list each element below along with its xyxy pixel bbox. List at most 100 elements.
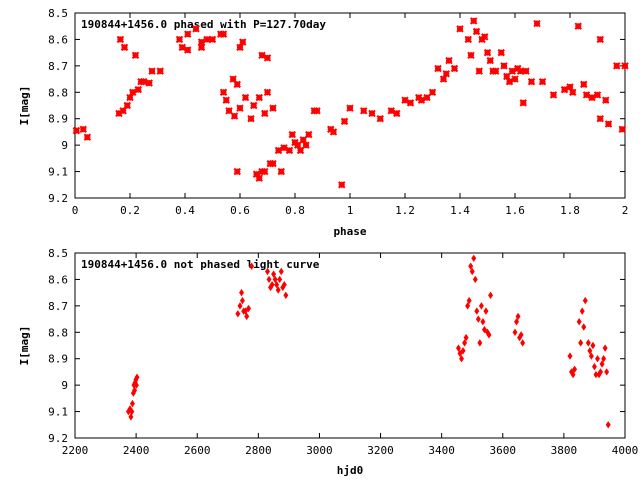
x-tick-label: 3800 [551, 444, 578, 457]
data-point [313, 107, 321, 115]
data-point [582, 91, 591, 99]
data-point [457, 349, 463, 358]
data-point [527, 78, 536, 86]
data-point [468, 262, 474, 270]
data-point [274, 280, 280, 289]
data-point [428, 88, 437, 96]
data-point [265, 267, 270, 276]
data-point [269, 280, 275, 289]
data-point [283, 291, 289, 300]
data-point [598, 368, 604, 376]
unphased-light-curve-plot: 2200 2400 2600 2800 3000 3200 3400 3600 3800 4000… [18, 247, 638, 477]
x-axis-label: phase [333, 225, 366, 238]
data-point [129, 399, 135, 408]
data-point [222, 96, 230, 104]
data-point [258, 51, 266, 59]
data-point [604, 120, 613, 128]
x-axis-label: hjd0 [337, 464, 364, 477]
data-point [123, 101, 131, 110]
data-point [519, 99, 527, 107]
data-point [469, 267, 475, 276]
y-tick-label: 9.2 [48, 192, 68, 205]
x-tick-label: 0.2 [120, 204, 140, 217]
data-point [464, 35, 472, 44]
y-axis-label: I[mag] [18, 86, 31, 126]
data-point [115, 109, 123, 118]
data-point [578, 339, 584, 347]
x-tick-label: 2600 [184, 444, 211, 457]
data-point [184, 30, 192, 38]
data-point [406, 99, 415, 107]
data-point [129, 407, 135, 416]
data-point [235, 310, 241, 318]
data-point [241, 93, 250, 102]
data-point [156, 67, 164, 75]
data-point [516, 67, 525, 75]
y-tick-label: 8.6 [48, 273, 68, 286]
data-point [281, 280, 287, 289]
x-tick-label: 2800 [245, 444, 272, 457]
data-point [368, 109, 376, 118]
data-point [133, 381, 139, 389]
data-point [459, 354, 465, 363]
data-point [305, 130, 313, 139]
data-point [581, 323, 587, 331]
data-point [387, 107, 395, 115]
data-point [401, 96, 409, 104]
data-point [466, 296, 472, 305]
y-tick-label: 9.1 [48, 406, 68, 419]
y-tick-label: 8.9 [48, 113, 68, 126]
data-point [488, 291, 494, 300]
data-point [119, 107, 127, 115]
data-point [346, 104, 354, 112]
data-point [618, 125, 626, 133]
data-point [566, 83, 574, 91]
data-point [229, 75, 237, 83]
data-point [230, 112, 239, 120]
plot-title: 190844+1456.0 phased with P=127.70day [81, 18, 326, 31]
data-point [480, 317, 486, 326]
data-point [252, 170, 261, 178]
data-point [471, 254, 477, 263]
y-tick-label: 8.9 [48, 353, 68, 366]
data-point [508, 67, 516, 75]
data-point [595, 354, 600, 363]
data-point [582, 296, 588, 305]
y-tick-label: 9.1 [48, 166, 68, 179]
data-point [505, 78, 514, 86]
data-point [128, 413, 134, 421]
data-point [574, 22, 582, 30]
data-point [520, 339, 526, 347]
data-point [465, 302, 471, 310]
data-point [296, 146, 305, 155]
data-point [277, 275, 283, 284]
data-point [477, 339, 483, 347]
data-point [255, 93, 263, 102]
data-point [275, 286, 281, 294]
data-point [129, 88, 137, 96]
data-point [340, 117, 349, 126]
data-point [219, 30, 228, 38]
x-tick-label: 1 [347, 204, 354, 217]
y-tick-label: 9 [61, 379, 68, 392]
data-point [263, 54, 272, 62]
data-point [175, 35, 184, 44]
data-point [475, 67, 483, 75]
x-tick-label: 0.4 [175, 204, 195, 217]
data-point [120, 43, 129, 52]
data-point [462, 339, 468, 347]
x-tick-label: 0.6 [230, 204, 250, 217]
data-point [203, 35, 211, 44]
data-point [249, 262, 255, 270]
data-point [145, 79, 153, 87]
data-point [580, 80, 588, 89]
data-point [515, 312, 521, 321]
data-point [576, 317, 582, 326]
data-point [604, 368, 610, 376]
data-point [83, 133, 92, 141]
data-point [481, 33, 489, 41]
data-point [463, 333, 469, 342]
data-point [445, 56, 453, 65]
data-point [475, 315, 481, 323]
